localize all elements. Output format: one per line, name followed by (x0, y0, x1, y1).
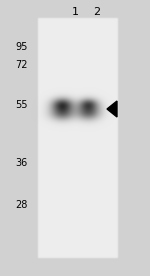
Text: 2: 2 (93, 7, 101, 17)
Text: 1: 1 (72, 7, 78, 17)
Text: 55: 55 (15, 100, 28, 110)
Polygon shape (107, 101, 117, 117)
Text: 95: 95 (16, 42, 28, 52)
Text: 72: 72 (15, 60, 28, 70)
Text: 28: 28 (16, 200, 28, 210)
Text: 36: 36 (16, 158, 28, 168)
